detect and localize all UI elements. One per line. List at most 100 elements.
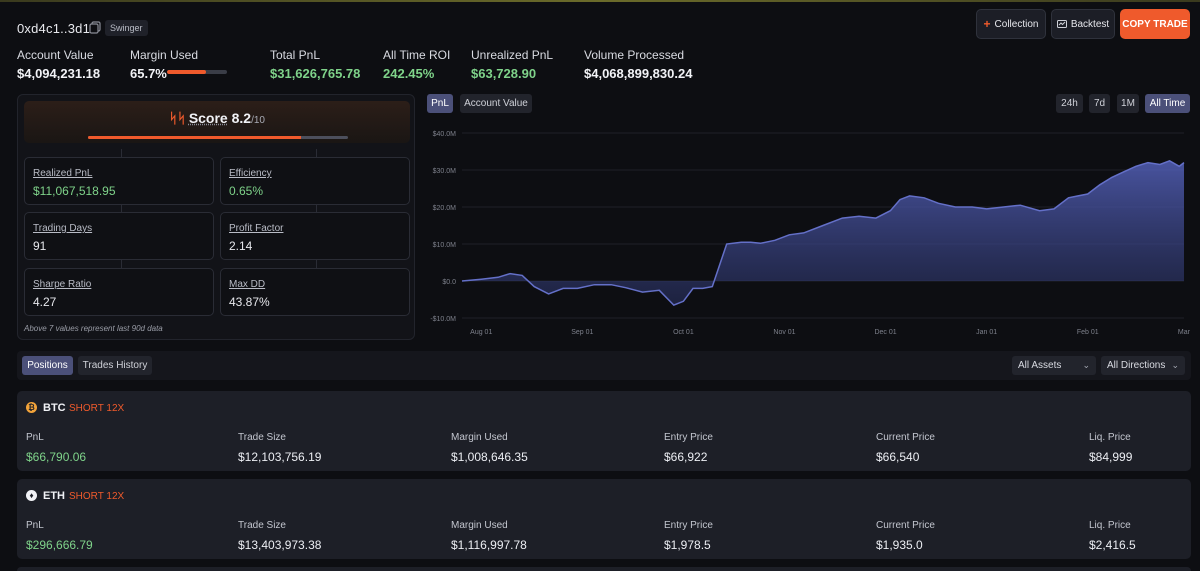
metric-realized-pnl: Realized PnL $11,067,518.95 xyxy=(24,157,214,205)
col-value: $1,935.0 xyxy=(876,538,923,552)
score-out-of: /10 xyxy=(251,115,265,126)
score-bar-fill xyxy=(88,136,302,139)
score-footnote: Above 7 values represent last 90d data xyxy=(24,324,163,333)
x-tick-label: Jan 01 xyxy=(976,329,997,336)
ethereum-icon: ♦ xyxy=(26,490,37,501)
score-panel: ᛋᛋ Score 8.2/10 Realized PnL $11,067,518.… xyxy=(17,94,415,340)
copy-trade-button[interactable]: COPY TRADE xyxy=(1120,9,1190,39)
y-tick-label: -$10.0M xyxy=(430,316,456,323)
stat-label: Total PnL xyxy=(270,48,321,62)
y-tick-label: $10.0M xyxy=(433,242,457,249)
tab-trades-history[interactable]: Trades History xyxy=(78,356,152,375)
col-label: Entry Price xyxy=(664,432,713,443)
stat-value: $63,728.90 xyxy=(471,66,537,81)
score-title: ᛋᛋ Score 8.2/10 xyxy=(24,110,410,126)
copy-icon[interactable] xyxy=(89,21,101,34)
metric-value: 91 xyxy=(33,239,47,253)
tab-account-value[interactable]: Account Value xyxy=(460,94,532,113)
stat-label: Unrealized PnL xyxy=(471,48,554,62)
next-position-card-edge xyxy=(17,567,1191,571)
col-value: $66,922 xyxy=(664,450,708,464)
range-24h[interactable]: 24h xyxy=(1056,94,1083,113)
position-symbol: ETH xyxy=(43,490,65,502)
stat-label: Volume Processed xyxy=(584,48,685,62)
x-tick-label: Feb 01 xyxy=(1077,329,1099,336)
col-label: Margin Used xyxy=(451,432,508,443)
connector-line xyxy=(316,260,317,268)
collection-label: Collection xyxy=(994,18,1039,30)
connector-line xyxy=(121,205,122,213)
col-value: $84,999 xyxy=(1089,450,1133,464)
position-card-eth[interactable]: ♦ ETH SHORT 12X PnL $296,666.79 Trade Siz… xyxy=(17,479,1191,559)
stat-value: 65.7% xyxy=(130,66,167,81)
x-tick-label: Dec 01 xyxy=(874,329,896,336)
metric-label[interactable]: Efficiency xyxy=(229,168,272,179)
metric-label[interactable]: Realized PnL xyxy=(33,168,93,179)
col-label: Trade Size xyxy=(238,520,286,531)
col-value: $12,103,756.19 xyxy=(238,450,322,464)
connector-line xyxy=(316,149,317,157)
col-value: $1,978.5 xyxy=(664,538,711,552)
margin-used-bar xyxy=(167,70,227,74)
range-all-time[interactable]: All Time xyxy=(1145,94,1190,113)
connector-line xyxy=(121,260,122,268)
plus-icon: + xyxy=(983,17,991,31)
score-logo-icon: ᛋᛋ xyxy=(169,110,186,126)
metric-value: 43.87% xyxy=(229,295,270,309)
tab-positions[interactable]: Positions xyxy=(22,356,73,375)
metric-sharpe-ratio: Sharpe Ratio 4.27 xyxy=(24,268,214,316)
positions-tabs-bar xyxy=(17,351,1191,380)
wallet-address: 0xd4c1..3d1d xyxy=(17,21,98,36)
metric-value: 2.14 xyxy=(229,239,253,253)
score-header: ᛋᛋ Score 8.2/10 xyxy=(24,101,410,143)
margin-used-bar-fill xyxy=(167,70,207,74)
metric-value: 0.65% xyxy=(229,184,264,198)
metric-label[interactable]: Profit Factor xyxy=(229,223,284,234)
metric-trading-days: Trading Days 91 xyxy=(24,212,214,260)
metric-profit-factor: Profit Factor 2.14 xyxy=(220,212,410,260)
stat-label: Account Value xyxy=(17,48,94,62)
x-tick-label: Oct 01 xyxy=(673,329,694,336)
score-label[interactable]: Score xyxy=(188,110,228,126)
backtest-label: Backtest xyxy=(1070,18,1110,30)
collection-button[interactable]: + Collection xyxy=(976,9,1046,39)
filter-directions-value: All Directions xyxy=(1107,360,1166,371)
filter-assets-value: All Assets xyxy=(1018,360,1062,371)
stat-label: Margin Used xyxy=(130,48,199,62)
metric-label[interactable]: Max DD xyxy=(229,279,266,290)
x-tick-label: Mar 01 xyxy=(1178,329,1192,336)
pnl-chart[interactable]: $40.0M $30.0M $20.0M $10.0M $0.0 -$10.0M Aug … xyxy=(420,125,1192,345)
metric-value: 4.27 xyxy=(33,295,57,309)
y-tick-label: $20.0M xyxy=(433,205,457,212)
stat-total-pnl: Total PnL $31,626,765.78 xyxy=(270,48,360,81)
x-tick-label: Nov 01 xyxy=(773,329,795,336)
filter-assets-select[interactable]: All Assets ⌄ xyxy=(1012,356,1096,375)
stat-account-value: Account Value $4,094,231.18 xyxy=(17,48,100,81)
y-tick-label: $40.0M xyxy=(433,131,457,138)
metric-label[interactable]: Trading Days xyxy=(33,223,93,234)
col-value: $1,008,646.35 xyxy=(451,450,528,464)
chevron-down-icon: ⌄ xyxy=(1082,360,1090,370)
backtest-icon xyxy=(1056,20,1067,28)
top-accent-line xyxy=(0,0,1200,2)
metric-efficiency: Efficiency 0.65% xyxy=(220,157,410,205)
metric-label[interactable]: Sharpe Ratio xyxy=(33,279,92,290)
col-label: Liq. Price xyxy=(1089,432,1131,443)
filter-directions-select[interactable]: All Directions ⌄ xyxy=(1101,356,1185,375)
stat-margin-used: Margin Used 65.7% xyxy=(130,48,230,81)
connector-line xyxy=(316,205,317,213)
tab-pnl[interactable]: PnL xyxy=(427,94,453,113)
backtest-button[interactable]: Backtest xyxy=(1051,9,1115,39)
stat-value: $31,626,765.78 xyxy=(270,66,361,81)
trader-type-badge: Swinger xyxy=(105,20,148,36)
y-tick-label: $0.0 xyxy=(442,279,456,286)
connector-line xyxy=(121,149,122,157)
pnl-series-line xyxy=(461,159,1185,306)
col-label: Liq. Price xyxy=(1089,520,1131,531)
col-label: Trade Size xyxy=(238,432,286,443)
position-card-btc[interactable]: ₿ BTC SHORT 12X PnL $66,790.06 Trade Size… xyxy=(17,391,1191,471)
stat-value: $4,068,899,830.24 xyxy=(584,66,693,81)
range-1m[interactable]: 1M xyxy=(1117,94,1139,113)
range-7d[interactable]: 7d xyxy=(1089,94,1110,113)
col-value: $13,403,973.38 xyxy=(238,538,322,552)
